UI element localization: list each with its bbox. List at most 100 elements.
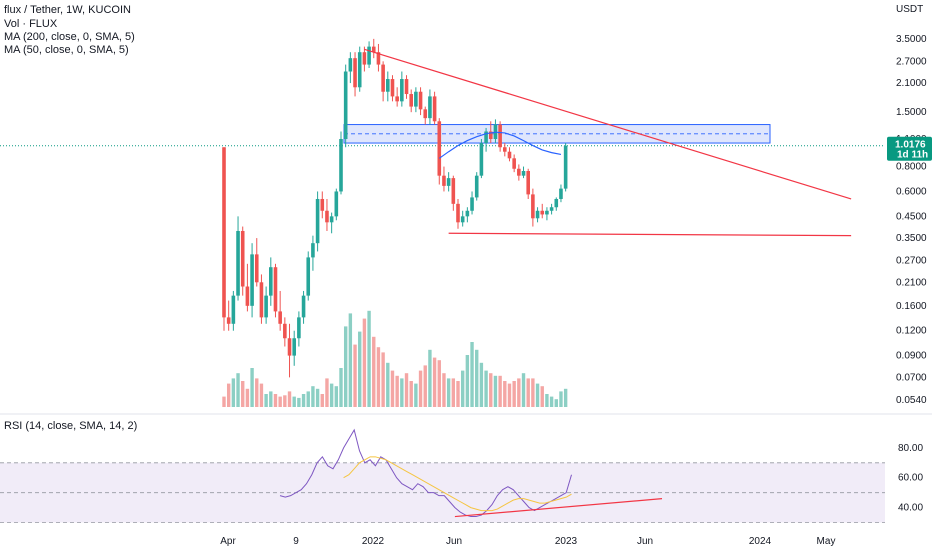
candle-body-71 — [554, 198, 559, 208]
candle-body-43 — [423, 109, 428, 119]
volume-bar-39 — [404, 373, 409, 407]
currency-label: USDT — [896, 4, 924, 15]
volume-bar-34 — [381, 352, 385, 407]
volume-bar-20 — [315, 388, 320, 407]
candle-body-46 — [437, 121, 442, 176]
candle-body-32 — [371, 46, 376, 53]
moving-averages — [438, 131, 562, 159]
candle-body-49 — [451, 178, 456, 204]
price-tick-1: 2.7000 — [896, 56, 927, 67]
candle-body-53 — [470, 197, 474, 211]
candle-body-3 — [236, 230, 240, 296]
candle-body-1 — [226, 317, 231, 324]
candle-body-70 — [549, 207, 554, 211]
price-tick-10: 0.2100 — [896, 277, 927, 288]
legend-volume[interactable]: Vol · FLUX — [4, 18, 58, 30]
legend-symbol[interactable]: flux / Tether, 1W, KUCOIN — [4, 4, 131, 16]
volume-bar-7 — [255, 378, 259, 407]
volume-bar-18 — [306, 391, 310, 407]
volume-bar-43 — [423, 365, 427, 407]
candle-body-41 — [414, 91, 418, 107]
candle-body-24 — [334, 191, 339, 217]
price-tick-7: 0.4500 — [896, 211, 927, 222]
rsi-trendline-0 — [454, 498, 663, 518]
candle-body-12 — [278, 311, 282, 324]
volume-bar-44 — [428, 349, 432, 407]
volume-bar-27 — [348, 313, 353, 407]
candle-body-38 — [400, 79, 404, 102]
candle-body-19 — [311, 243, 315, 258]
volume-bar-3 — [236, 373, 240, 407]
candle-body-4 — [240, 230, 245, 287]
volume-bar-11 — [273, 394, 278, 407]
volume-bar-24 — [334, 386, 339, 407]
candle-body-65 — [526, 171, 530, 195]
price-badge-countdown: 1d 11h — [897, 150, 928, 161]
volume-bar-47 — [442, 373, 446, 407]
candle-body-11 — [273, 267, 278, 312]
price-tick-8: 0.3500 — [896, 233, 927, 244]
candle-body-29 — [357, 52, 362, 88]
time-tick-3: Jun — [446, 536, 462, 547]
candle-body-16 — [297, 317, 301, 339]
volume-bar-46 — [437, 360, 441, 407]
volume-bar-31 — [367, 310, 371, 407]
volume-bar-35 — [386, 362, 390, 407]
legend-ma200[interactable]: MA (200, close, 0, SMA, 5) — [4, 31, 135, 43]
volume-bar-32 — [372, 336, 376, 407]
price-tick-14: 0.0700 — [896, 372, 927, 383]
rsi-pane — [0, 428, 885, 523]
time-tick-0: Apr — [220, 536, 236, 547]
candle-body-47 — [442, 175, 446, 186]
volume-bar-45 — [432, 357, 437, 407]
volume-bar-37 — [395, 375, 399, 407]
time-tick-1: 9 — [293, 536, 299, 547]
candle-body-42 — [418, 91, 423, 110]
time-tick-7: May — [817, 536, 836, 547]
candle-body-25 — [339, 139, 343, 192]
candle-body-33 — [376, 52, 381, 65]
price-badge-box — [887, 136, 932, 161]
candle-body-63 — [517, 168, 521, 176]
legend-ma50[interactable]: MA (50, close, 0, SMA, 5) — [4, 44, 129, 56]
price-tick-2: 2.1000 — [896, 78, 927, 89]
volume-bar-33 — [376, 347, 381, 407]
candle-body-27 — [348, 58, 353, 72]
rsi-ma-line — [343, 456, 572, 512]
price-tick-9: 0.2700 — [896, 256, 927, 267]
price-tick-15: 0.0540 — [896, 395, 927, 406]
candle-body-68 — [540, 210, 545, 215]
candle-body-56 — [484, 131, 488, 144]
candle-body-20 — [315, 198, 320, 244]
price-tick-3: 1.5000 — [896, 107, 927, 118]
price-tick-0: 3.5000 — [896, 34, 927, 45]
volume-bar-4 — [241, 381, 245, 407]
volume-bar-19 — [311, 386, 315, 407]
candle-body-54 — [474, 175, 479, 198]
volume-bar-14 — [287, 391, 292, 407]
candle-body-35 — [386, 79, 390, 92]
candle-body-40 — [409, 94, 413, 107]
volume-bar-53 — [470, 342, 474, 407]
candle-body-37 — [395, 96, 399, 102]
volume-bar-56 — [484, 370, 488, 407]
time-tick-2: 2022 — [362, 536, 385, 547]
volume-bar-29 — [358, 331, 362, 407]
volume-bar-9 — [264, 394, 268, 407]
candle-body-2 — [231, 295, 236, 324]
volume-bar-22 — [325, 378, 329, 407]
volume-bar-50 — [456, 381, 460, 407]
price-tick-13: 0.0900 — [896, 351, 927, 362]
volume-bar-41 — [414, 383, 418, 407]
volume-bar-52 — [465, 355, 470, 407]
candle-body-60 — [503, 147, 507, 152]
candle-body-66 — [531, 194, 535, 219]
volume-bar-12 — [278, 396, 282, 407]
volume-bar-61 — [507, 383, 512, 407]
legend-rsi[interactable]: RSI (14, close, SMA, 14, 2) — [4, 420, 138, 432]
volume-bar-59 — [498, 375, 502, 407]
candle-body-44 — [428, 96, 432, 119]
candle-body-8 — [259, 282, 264, 318]
